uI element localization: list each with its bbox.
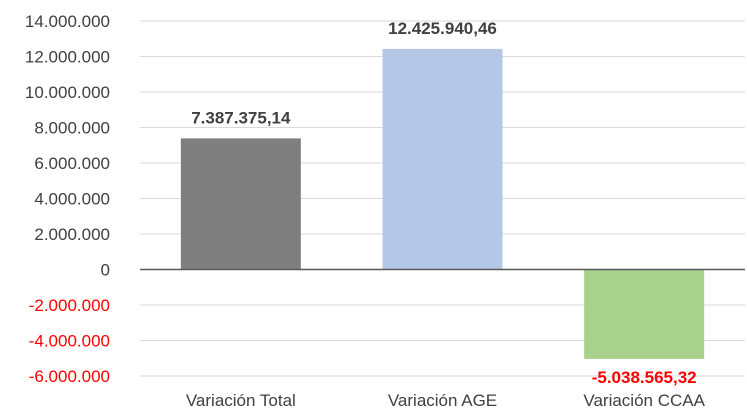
data-label: -5.038.565,32 [592,368,697,387]
y-tick-label: 12.000.000 [25,48,110,67]
y-tick-label: 10.000.000 [25,83,110,102]
y-tick-label: 0 [101,261,110,280]
data-label: 12.425.940,46 [388,19,497,38]
y-tick-label: 14.000.000 [25,12,110,31]
bars [180,48,705,359]
x-axis-category-labels: Variación Total Variación AGE Variación CC… [186,391,706,410]
y-axis-tick-labels: 14.000.000 12.000.000 10.000.000 8.000.000 6… [25,12,110,386]
y-tick-label: -2.000.000 [29,296,110,315]
category-label: Variación AGE [388,391,497,410]
bar [180,138,301,270]
bar [584,269,705,359]
category-label: Variación Total [186,391,296,410]
category-label: Variación CCAA [583,391,705,410]
y-tick-label: 6.000.000 [34,154,110,173]
y-tick-label: -4.000.000 [29,332,110,351]
y-tick-label: 8.000.000 [34,119,110,138]
data-label: 7.387.375,14 [191,108,291,127]
bar [382,48,503,270]
data-labels: 7.387.375,14 12.425.940,46 -5.038.565,32 [191,19,696,387]
y-tick-label: 4.000.000 [34,190,110,209]
y-tick-label: -6.000.000 [29,367,110,386]
y-tick-label: 2.000.000 [34,225,110,244]
